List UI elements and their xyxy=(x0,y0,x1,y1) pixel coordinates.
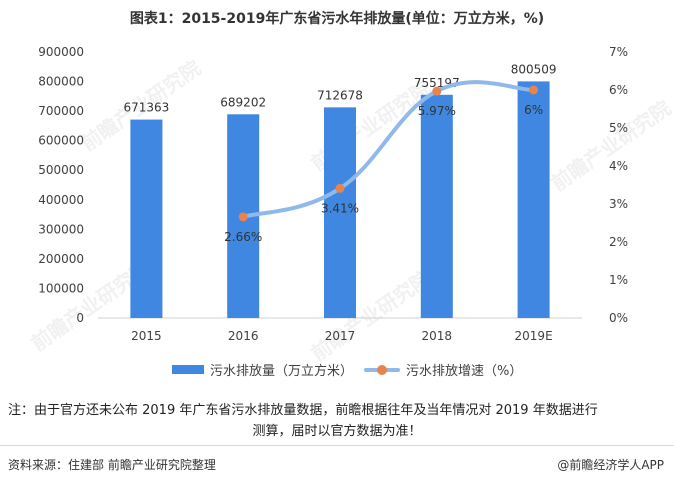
right-y-axis: 0% 1% 2% 3% 4% 5% 6% 7% xyxy=(609,45,628,325)
x-tick-label: 2016 xyxy=(228,329,259,343)
bar-value-label: 712678 xyxy=(317,88,363,102)
note-line-1: 注：由于官方还未公布 2019 年广东省污水排放量数据，前瞻根据往年及当年情况对… xyxy=(8,403,598,418)
growth-value-label: 5.97% xyxy=(418,104,456,118)
legend-item-bar: 污水排放量（万立方米） xyxy=(172,360,353,379)
right-y-tick-label: 5% xyxy=(609,121,628,135)
right-y-tick-label: 2% xyxy=(609,235,628,249)
left-y-tick-label: 900000 xyxy=(38,45,84,59)
left-y-tick-label: 700000 xyxy=(38,104,84,118)
right-y-tick-label: 4% xyxy=(609,159,628,173)
bar-value-label: 800509 xyxy=(511,62,557,76)
legend-line-swatch xyxy=(364,364,400,376)
legend-bar-swatch xyxy=(172,365,204,374)
left-y-tick-label: 400000 xyxy=(38,193,84,207)
left-y-tick-label: 0 xyxy=(76,311,84,325)
left-y-tick-label: 100000 xyxy=(38,281,84,295)
right-y-tick-label: 1% xyxy=(609,273,628,287)
left-y-tick-label: 500000 xyxy=(38,163,84,177)
right-y-tick-label: 6% xyxy=(609,83,628,97)
growth-value-label: 6% xyxy=(524,103,543,117)
growth-marker xyxy=(529,85,539,95)
growth-value-label: 2.66% xyxy=(224,230,262,244)
bar-value-label: 671363 xyxy=(123,101,169,115)
legend-bar-label: 污水排放量（万立方米） xyxy=(210,364,354,379)
growth-rate-labels: 2.66% 3.41% 5.97% 6% xyxy=(224,103,543,244)
bar xyxy=(324,107,356,318)
x-axis-ticks: 2015 2016 2017 2018 2019E xyxy=(131,329,553,343)
bar-series xyxy=(130,81,550,318)
note-line-2: 测算，届时以官方数据为准！ xyxy=(252,424,422,439)
legend-line-label: 污水排放增速（%） xyxy=(406,364,523,379)
brand-text: @前瞻经济学人APP xyxy=(557,458,664,472)
chart-note: 注：由于官方还未公布 2019 年广东省污水排放量数据，前瞻根据往年及当年情况对… xyxy=(8,400,666,442)
chart-title: 图表1：2015-2019年广东省污水年排放量(单位：万立方米，%) xyxy=(129,11,545,27)
left-y-tick-label: 200000 xyxy=(38,252,84,266)
combo-chart: 0 100000 200000 300000 400000 500000 600000 700… xyxy=(38,45,628,343)
growth-rate-line xyxy=(241,80,536,219)
growth-marker xyxy=(432,86,442,96)
x-tick-label: 2015 xyxy=(131,329,162,343)
right-y-tick-label: 7% xyxy=(609,45,628,59)
bar xyxy=(420,94,453,318)
growth-value-label: 3.41% xyxy=(321,201,359,215)
right-y-tick-label: 0% xyxy=(609,311,628,325)
left-y-tick-label: 600000 xyxy=(38,134,84,148)
growth-marker xyxy=(335,183,345,193)
legend: 污水排放量（万立方米） 污水排放增速（%） xyxy=(0,360,674,380)
footer-divider xyxy=(0,445,674,446)
source-text: 资料来源：住建部 前瞻产业研究院整理 xyxy=(8,458,216,472)
bar xyxy=(517,81,550,318)
left-y-tick-label: 300000 xyxy=(38,222,84,236)
left-y-tick-label: 800000 xyxy=(38,75,84,89)
x-tick-label: 2019E xyxy=(515,329,553,343)
left-y-axis: 0 100000 200000 300000 400000 500000 600000 700… xyxy=(38,45,84,325)
bar xyxy=(130,119,163,318)
bar-value-label: 689202 xyxy=(220,95,266,109)
right-y-tick-label: 3% xyxy=(609,197,628,211)
legend-item-line: 污水排放增速（%） xyxy=(364,360,522,379)
growth-rate-markers xyxy=(238,85,539,222)
growth-marker xyxy=(238,212,248,222)
x-tick-label: 2017 xyxy=(325,329,356,343)
x-tick-label: 2018 xyxy=(422,329,453,343)
